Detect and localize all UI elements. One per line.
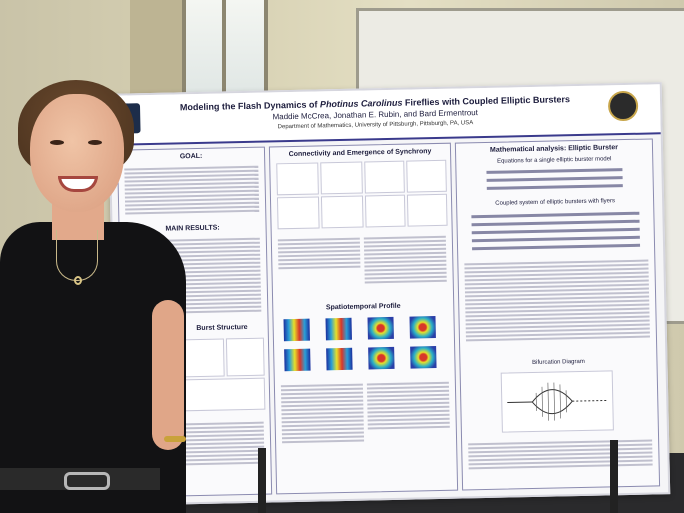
scatter-plot-1 [276,162,319,196]
window [182,0,268,104]
heatmap-3 [284,348,311,372]
math-text [464,258,650,344]
bifurcation-diagram [500,370,614,433]
coupled-equation-4 [471,235,640,243]
right-eye [88,140,102,145]
density-plot-1 [367,316,394,340]
connectivity-text-left [277,236,361,272]
coupled-system-caption: Coupled system of elliptic bursters with… [495,198,616,207]
bifurcation-caption: Bifurcation Diagram [532,358,585,367]
density-plot-4 [410,346,437,369]
person-arm [152,300,184,450]
poster-stand-leg-left [258,448,266,513]
coupled-equation-5 [472,243,641,251]
poster-header: Modeling the Flash Dynamics of Photinus … [109,84,661,146]
density-plot-2 [409,316,436,339]
scatter-plot-2 [320,161,363,195]
scatter-plot-6 [364,194,406,228]
coupled-equation-1 [471,211,640,219]
section-connectivity-title: Connectivity and Emergence of Synchrony [288,148,432,159]
necklace-pendant [74,276,82,285]
person-face [30,94,124,212]
bifurcation-diagram-graphic [507,382,607,421]
references-text [468,438,653,472]
burst-plot-2 [182,377,266,412]
curve-plot [320,195,364,229]
coupled-equation-2 [471,219,640,227]
heatmap-4 [326,347,353,371]
poster-stand-leg-right [610,440,618,513]
burst-histogram [225,337,265,377]
heatmap-1 [283,318,310,342]
goal-text [124,164,260,217]
poster-column-middle: Connectivity and Emergence of Synchrony … [268,142,459,495]
heatmap-2 [325,317,352,341]
scatter-plot-5 [276,196,320,230]
university-seal [607,90,639,122]
scatter-plot-3 [364,160,405,194]
burst-plot-1 [181,338,225,378]
single-model-caption: Equations for a single elliptic burster … [496,156,612,165]
belt [0,468,160,490]
equation-line-3 [486,184,623,190]
left-eye [50,140,64,145]
gold-bracelet [164,436,186,442]
connectivity-text-right [363,234,447,286]
section-math-analysis-title: Mathematical analysis: Elliptic Burster [489,144,619,154]
equation-line-2 [486,176,623,182]
equation-line-1 [486,168,623,174]
section-goal-title: GOAL: [179,152,203,161]
spatiotemporal-text-right [366,380,450,432]
poster-column-right: Mathematical analysis: Elliptic Burster … [454,138,661,491]
density-plot-3 [368,346,395,370]
scatter-plot-4 [406,159,447,193]
research-poster: Modeling the Flash Dynamics of Photinus … [107,82,671,506]
section-spatiotemporal-title: Spatiotemporal Profile [325,302,401,312]
scatter-plot-7 [406,193,448,227]
coupled-equation-3 [471,227,640,235]
belt-buckle [64,472,110,490]
spatiotemporal-text-left [280,382,365,446]
necklace [56,230,98,281]
